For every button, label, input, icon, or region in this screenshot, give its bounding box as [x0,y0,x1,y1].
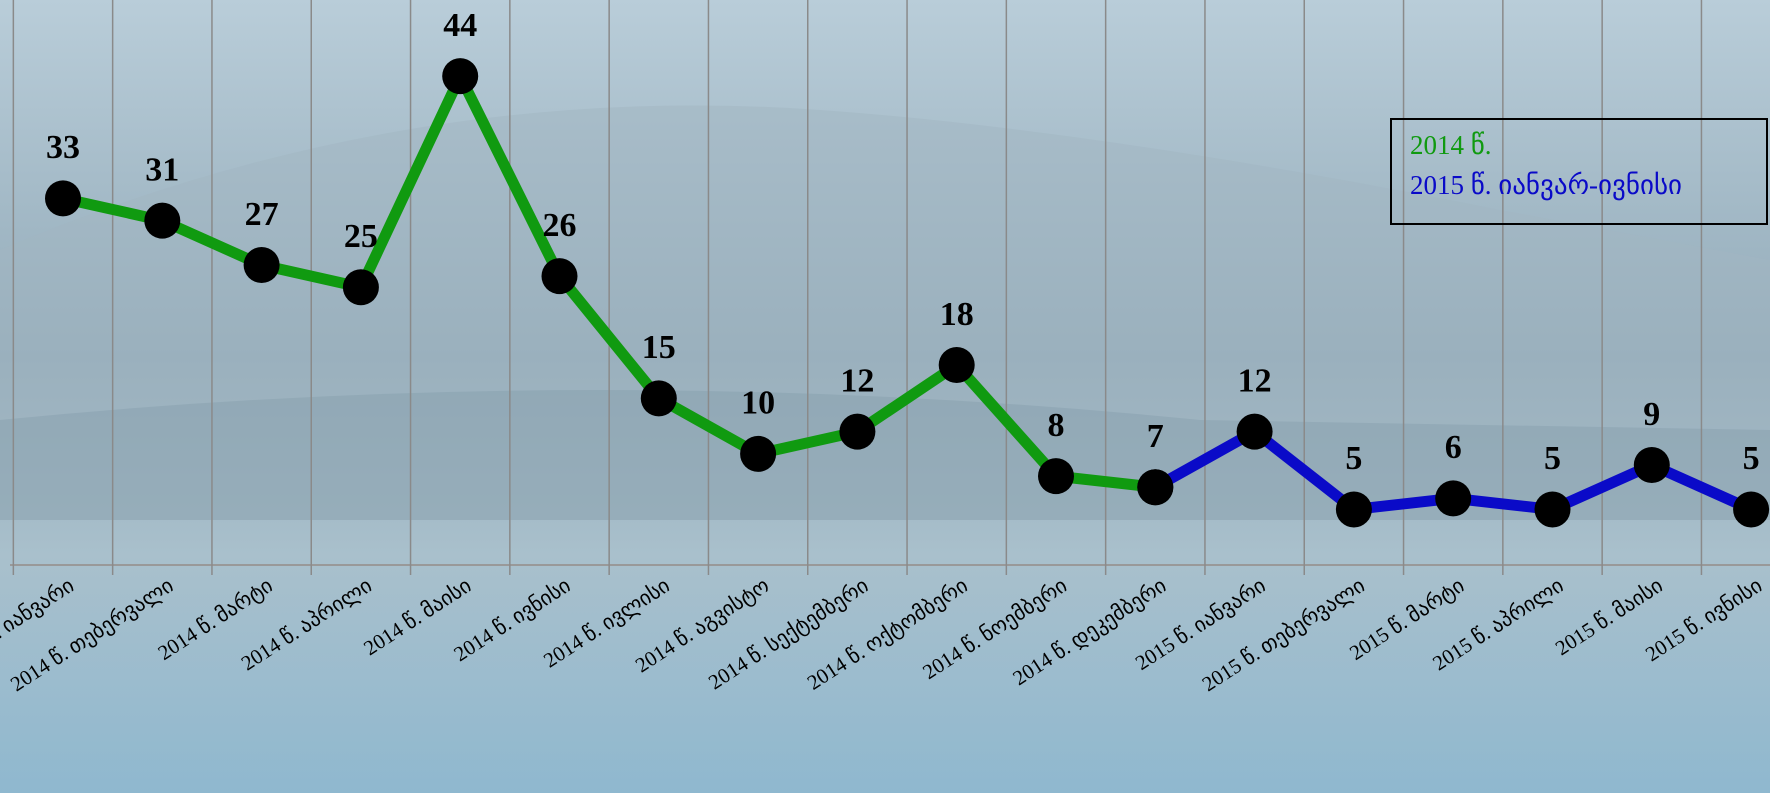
data-point [1535,491,1571,527]
data-label: 25 [344,218,378,255]
legend-label: 2014 წ. [1410,130,1491,160]
chart: 2014 წ.2015 წ. იანვარ-ივნისი2014 წ. იანვ… [0,0,1770,793]
data-point [442,58,478,94]
legend-label: 2015 წ. იანვარ-ივნისი [1410,170,1682,201]
data-label: 12 [1238,362,1272,399]
data-point [45,180,81,216]
data-label: 33 [46,129,80,166]
data-label: 31 [145,151,179,188]
data-point [1237,414,1273,450]
data-point [144,203,180,239]
data-label: 15 [642,329,676,366]
data-point [641,380,677,416]
data-label: 26 [543,207,577,244]
data-label: 5 [1743,440,1760,477]
data-label: 5 [1345,440,1362,477]
data-point [1634,447,1670,483]
data-point [244,247,280,283]
data-point [939,347,975,383]
data-point [1336,491,1372,527]
data-point [343,269,379,305]
data-label: 5 [1544,440,1561,477]
data-point [542,258,578,294]
data-point [839,414,875,450]
data-point [1038,458,1074,494]
data-point [1733,491,1769,527]
data-point [1137,469,1173,505]
data-label: 9 [1643,396,1660,433]
data-label: 12 [840,362,874,399]
data-label: 44 [443,7,477,44]
data-point [1435,480,1471,516]
data-label: 18 [940,296,974,333]
data-label: 8 [1048,407,1065,444]
data-point [740,436,776,472]
data-label: 7 [1147,418,1164,455]
data-label: 6 [1445,429,1462,466]
data-label: 27 [245,196,279,233]
data-label: 10 [741,385,775,422]
